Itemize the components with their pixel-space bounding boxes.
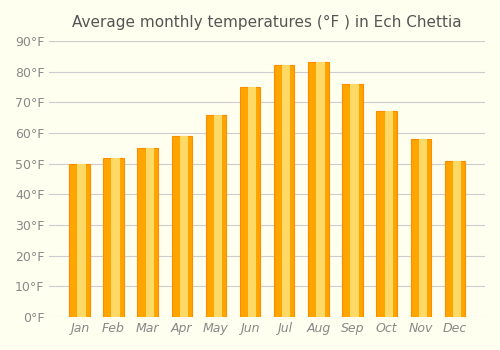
Bar: [308, 62, 328, 317]
Bar: [138, 148, 158, 317]
Bar: [248, 87, 256, 317]
Bar: [69, 164, 89, 317]
Bar: [240, 87, 260, 317]
Bar: [146, 148, 154, 317]
Bar: [350, 84, 358, 317]
Title: Average monthly temperatures (°F ) in Ech Chettia: Average monthly temperatures (°F ) in Ec…: [72, 15, 462, 30]
Bar: [214, 114, 222, 317]
Bar: [274, 65, 294, 317]
Bar: [410, 139, 431, 317]
Bar: [282, 65, 290, 317]
Bar: [342, 84, 363, 317]
Bar: [172, 136, 192, 317]
Bar: [384, 112, 393, 317]
Bar: [444, 161, 465, 317]
Bar: [180, 136, 188, 317]
Bar: [112, 158, 120, 317]
Bar: [453, 161, 461, 317]
Bar: [78, 164, 86, 317]
Bar: [376, 112, 397, 317]
Bar: [104, 158, 124, 317]
Bar: [419, 139, 427, 317]
Bar: [206, 114, 226, 317]
Bar: [316, 62, 324, 317]
